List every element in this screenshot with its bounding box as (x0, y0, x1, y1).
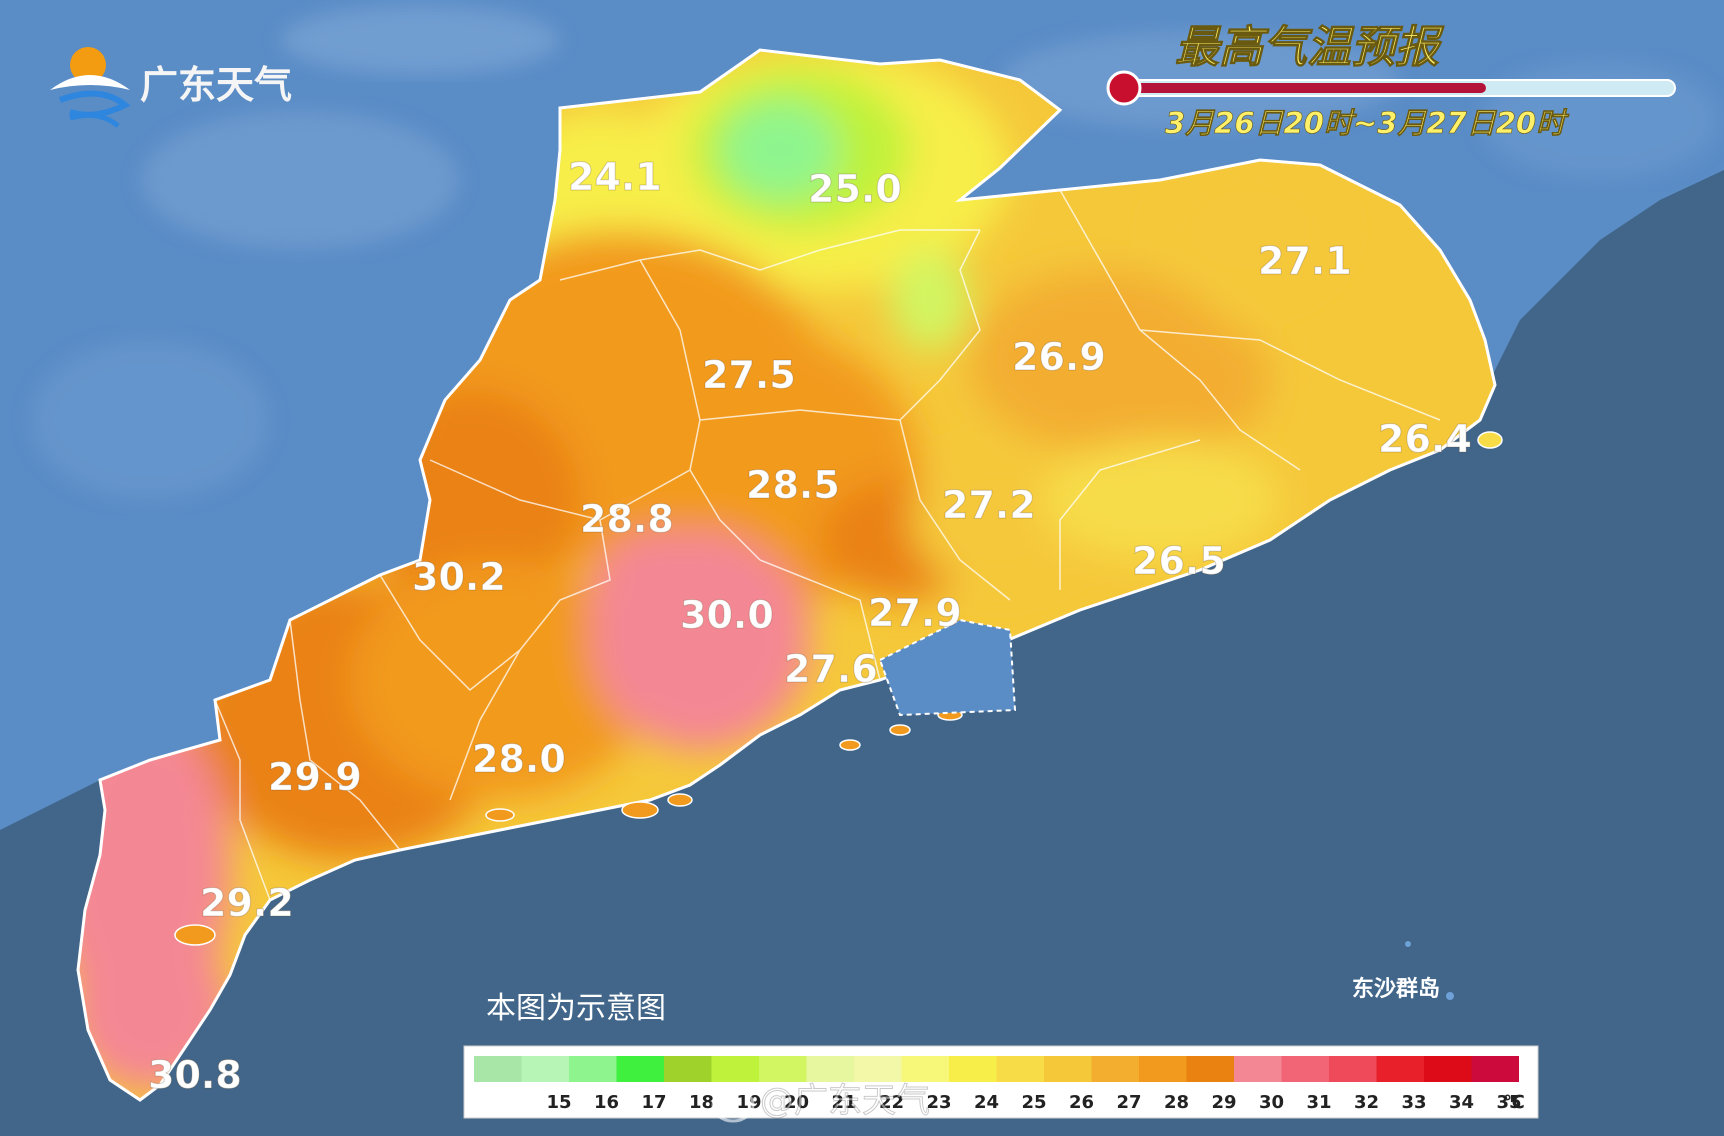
city-value-chaozhou: 26.4 (1378, 417, 1472, 461)
legend-swatch (521, 1056, 569, 1082)
legend-tick-label: 23 (926, 1092, 951, 1113)
city-value-yangjiang: 28.0 (472, 737, 566, 781)
coastal-islands (174, 431, 1503, 946)
city-value-labels: 24.1 25.0 27.1 26.9 27.5 26.4 28.5 28.8 27.2 30.2… (148, 155, 1473, 1098)
city-value-shaoguan: 25.0 (808, 167, 902, 211)
legend-swatch (1234, 1056, 1282, 1082)
legend-tick-label: 33 (1401, 1092, 1426, 1113)
city-boundaries (214, 189, 1441, 901)
legend-swatch (949, 1056, 997, 1082)
city-value-zhanjiang: 29.2 (200, 881, 294, 925)
legend-tick-label: 15 (546, 1092, 571, 1113)
legend-swatch (1186, 1056, 1234, 1082)
logo-text: 广东天气 (140, 63, 292, 107)
guangdong-weather-logo: 广东天气 (50, 47, 292, 128)
legend-tick-label: 16 (594, 1092, 619, 1113)
weibo-icon (711, 1087, 755, 1123)
legend-tick-label: 22 (879, 1092, 904, 1113)
legend-tick-label: 30 (1259, 1092, 1284, 1113)
city-value-heyuan-north: 26.9 (1012, 335, 1106, 379)
legend-swatch (711, 1056, 759, 1082)
city-value-yunfu: 30.2 (412, 555, 506, 599)
map-title: 最高气温预报 (1175, 22, 1445, 73)
city-value-jiangmen: 30.0 (680, 593, 774, 637)
forecast-period: 3月26日20时~3月27日20时 (1165, 106, 1570, 140)
city-value-shaoguan-north: 24.1 (568, 155, 662, 199)
city-value-xuwen: 30.8 (148, 1053, 242, 1097)
thermometer-icon (1106, 70, 1676, 106)
disclaimer-text: 本图为示意图 (486, 991, 666, 1026)
legend-tick-label: 21 (831, 1092, 856, 1113)
legend-tick-label: 20 (784, 1092, 809, 1113)
legend-tick-label: 19 (736, 1092, 761, 1113)
legend-tick-label: 34 (1449, 1092, 1474, 1113)
legend-swatch (616, 1056, 664, 1082)
legend-swatch (1091, 1056, 1139, 1082)
city-value-shanwei: 26.5 (1132, 539, 1226, 583)
legend-tick-label: 29 (1211, 1092, 1236, 1113)
weibo-watermark: @广东天气 (711, 1081, 931, 1123)
legend-swatch (1424, 1056, 1472, 1082)
temperature-legend: 15 16 17 18 19 20 21 22 23 24 25 26 27 28 29 30 31 32 33 34… (463, 1045, 1539, 1119)
watermark-text: @广东天气 (760, 1081, 930, 1121)
legend-tick-label: 26 (1069, 1092, 1094, 1113)
city-value-zhuhai: 27.6 (784, 647, 878, 691)
legend-tick-label: 27 (1116, 1092, 1141, 1113)
legend-tick-label: 31 (1306, 1092, 1331, 1113)
legend-tick-label: 28 (1164, 1092, 1189, 1113)
dongsha-island-marker-small (1405, 941, 1411, 947)
legend-swatch (1329, 1056, 1377, 1082)
legend-tick-label: 35 (1496, 1092, 1521, 1113)
legend-tick-label: 25 (1021, 1092, 1046, 1113)
city-value-zhaoqing: 28.8 (580, 497, 674, 541)
legend-swatch (1376, 1056, 1424, 1082)
legend-swatch (1471, 1056, 1519, 1082)
dongsha-island-marker (1446, 992, 1454, 1000)
legend-swatch (854, 1056, 902, 1082)
legend-tick-label: 24 (974, 1092, 999, 1113)
legend-swatch (996, 1056, 1044, 1082)
dongsha-islands-label: 东沙群岛 (1352, 976, 1440, 1002)
legend-swatch (901, 1056, 949, 1082)
legend-swatch (1044, 1056, 1092, 1082)
city-value-guangzhou: 28.5 (746, 463, 840, 507)
legend-unit: ℃ (1503, 1092, 1525, 1113)
legend-swatch (474, 1056, 522, 1082)
legend-swatch (759, 1056, 807, 1082)
special-region-boundary (878, 618, 1017, 717)
city-value-maoming: 29.9 (268, 755, 362, 799)
legend-swatch (806, 1056, 854, 1082)
city-value-huizhou: 27.2 (942, 483, 1036, 527)
legend-tick-label: 32 (1354, 1092, 1379, 1113)
legend-swatch (569, 1056, 617, 1082)
city-value-shenzhen: 27.9 (868, 591, 962, 635)
legend-tick-label: 18 (689, 1092, 714, 1113)
legend-swatch (1139, 1056, 1187, 1082)
sun-swirl-icon (50, 47, 131, 128)
city-value-meizhou-north: 27.1 (1258, 239, 1352, 283)
legend-swatch (664, 1056, 712, 1082)
legend-tick-label: 17 (641, 1092, 666, 1113)
guangdong-outline (76, 48, 1497, 1102)
legend-swatch (1281, 1056, 1329, 1082)
city-value-qingyuan: 27.5 (702, 353, 796, 397)
